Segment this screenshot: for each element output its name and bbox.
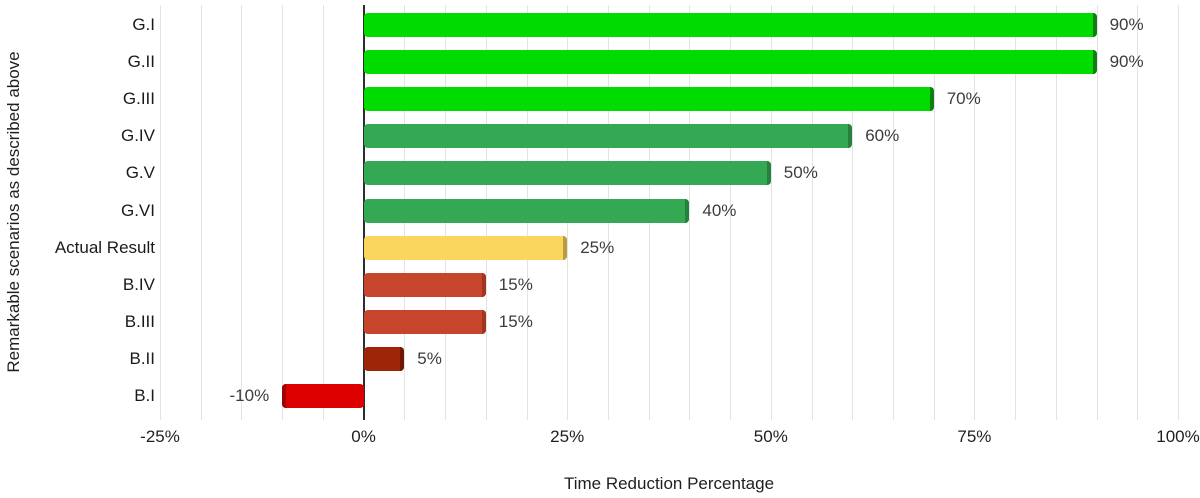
x-tick-label--25pct: -25% <box>140 427 180 446</box>
x-tick-label-25pct: 25% <box>550 427 585 446</box>
category-label-b-iii: B.III <box>124 311 155 331</box>
gridline <box>730 5 732 420</box>
bar-b-i <box>282 384 364 408</box>
bar-g-iii <box>363 87 934 112</box>
bar-actual-result <box>363 235 568 260</box>
bar-value-label: 5% <box>417 348 442 368</box>
bar-g-ii <box>363 50 1097 75</box>
gridline <box>974 5 976 420</box>
gridline <box>852 5 854 420</box>
bar-g-i <box>363 13 1097 37</box>
bar-end-cap <box>685 198 690 223</box>
category-label-g-ii: G.II <box>127 52 155 72</box>
bar-g-iv <box>363 124 853 149</box>
bar-end-cap <box>848 124 853 149</box>
bar-b-iv <box>363 272 486 297</box>
gridline <box>811 5 813 420</box>
gridline <box>200 5 202 420</box>
bar-end-cap <box>1092 50 1097 75</box>
bar-value-label: 25% <box>580 237 615 257</box>
gridline <box>241 5 243 420</box>
bar-end-cap <box>929 87 934 112</box>
category-label-g-i: G.I <box>132 15 155 34</box>
y-axis-title: Remarkable scenarios as described above <box>4 51 23 373</box>
bar-value-label: 90% <box>1109 52 1144 72</box>
bar-g-v <box>363 161 771 186</box>
x-tick-label-75pct: 75% <box>957 427 992 446</box>
x-axis-title: Time Reduction Percentage <box>563 474 775 493</box>
bar-value-label: 40% <box>702 200 737 220</box>
gridline <box>160 5 161 420</box>
gridline <box>1178 5 1179 420</box>
bar-value-label: 70% <box>946 89 981 109</box>
bar-b-iii <box>363 309 486 334</box>
gridline <box>1137 5 1139 420</box>
gridline <box>1015 5 1017 420</box>
category-label-b-i: B.I <box>134 386 155 405</box>
bar-end-cap <box>481 272 486 297</box>
gridline <box>689 5 691 420</box>
category-label-b-ii: B.II <box>129 348 155 368</box>
category-label-g-v: G.V <box>125 163 155 183</box>
x-tick-label-50pct: 50% <box>753 427 788 446</box>
gridline <box>322 5 324 420</box>
gridline <box>1096 5 1098 420</box>
bar-end-cap <box>766 161 771 186</box>
bar-end-cap <box>563 235 568 260</box>
bar-value-label: 90% <box>1109 15 1144 34</box>
gridline <box>1055 5 1057 420</box>
bar-b-ii <box>363 346 405 371</box>
bar-end-cap <box>282 384 287 408</box>
category-label-g-iii: G.III <box>122 89 155 109</box>
gridline <box>282 5 284 420</box>
x-tick-label-100pct: 100% <box>1156 427 1200 446</box>
category-label-b-iv: B.IV <box>122 274 155 294</box>
bar-end-cap <box>1092 13 1097 37</box>
bar-value-label: 15% <box>498 311 533 331</box>
bar-end-cap <box>400 346 405 371</box>
gridline <box>770 5 772 420</box>
bar-value-label: 60% <box>865 126 900 146</box>
category-label-g-iv: G.IV <box>120 126 155 146</box>
bar-value-label: 15% <box>498 274 533 294</box>
category-label-g-vi: G.VI <box>120 200 155 220</box>
plot-area: 90% 90% 70% 60% 50% 40% 25% 15% 15% 5% -10% <box>160 5 1179 420</box>
bar-value-label: 50% <box>783 163 818 183</box>
category-label-actual-result: Actual Result <box>54 237 155 257</box>
x-tick-label-0pct: 0% <box>351 427 376 446</box>
bar-g-vi <box>363 198 690 223</box>
gridline <box>893 5 894 420</box>
bar-value-label: -10% <box>229 386 270 405</box>
gridline <box>933 5 935 420</box>
bar-end-cap <box>481 309 486 334</box>
